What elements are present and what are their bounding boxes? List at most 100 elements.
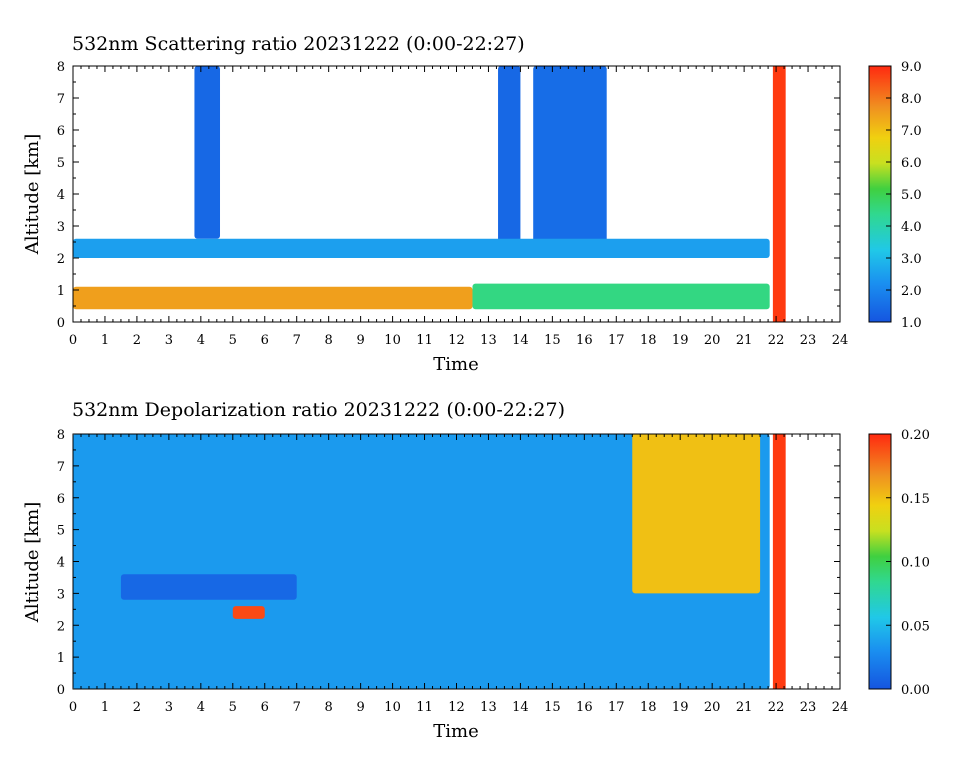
- y-tick-label: 8: [57, 60, 65, 75]
- x-tick-label: 1: [101, 333, 109, 348]
- colorbar-tick-label: 5.0: [901, 188, 922, 203]
- axes: 0 1 2 3 4 5 6 7 8 9 10 11 12 13 14 15 16 17 18 19 20 21 22 23 24…: [57, 60, 849, 348]
- y-tick-label: 5: [57, 524, 65, 539]
- colorbar-tick-label: 0.20: [901, 428, 930, 443]
- axes: 0 1 2 3 4 5 6 7 8 9 10 11 12 13 14 15 16 17 18 19 20 21 22 23 24…: [57, 428, 849, 715]
- y-tick-label: 7: [57, 92, 65, 107]
- y-tick-label: 2: [57, 619, 65, 634]
- data-region: [232, 606, 265, 619]
- x-tick-label: 16: [576, 700, 593, 715]
- colorbar-tick-label: 7.0: [901, 124, 922, 139]
- chart-title: 532nm Depolarization ratio 20231222 (0:0…: [72, 399, 565, 421]
- y-tick-label: 0: [57, 683, 65, 698]
- x-tick-label: 6: [261, 700, 269, 715]
- colorbar-tick-label: 0.15: [901, 492, 930, 507]
- data-region: [73, 434, 770, 689]
- x-tick-label: 0: [69, 700, 77, 715]
- x-tick-label: 15: [544, 700, 561, 715]
- colorbar: 1.0 2.0 3.0 4.0 5.0 6.0 7.0 8.0 9.0: [868, 60, 922, 331]
- x-tick-label: 14: [512, 333, 529, 348]
- x-tick-label: 23: [800, 700, 817, 715]
- x-tick-label: 10: [384, 700, 401, 715]
- y-tick-label: 7: [57, 460, 65, 475]
- plot-area: [73, 66, 786, 322]
- x-tick-label: 10: [384, 333, 401, 348]
- x-tick-label: 18: [640, 333, 657, 348]
- x-tick-label: 9: [356, 333, 364, 348]
- y-tick-label: 4: [57, 188, 65, 203]
- x-tick-label: 12: [448, 700, 465, 715]
- y-tick-label: 1: [57, 651, 65, 666]
- chart-title: 532nm Scattering ratio 20231222 (0:00-22…: [72, 33, 525, 55]
- x-tick-label: 11: [416, 700, 433, 715]
- x-tick-label: 13: [480, 700, 497, 715]
- x-tick-label: 5: [229, 333, 237, 348]
- x-tick-label: 6: [261, 333, 269, 348]
- x-tick-label: 20: [704, 700, 721, 715]
- colorbar-tick-label: 9.0: [901, 60, 922, 75]
- plot-area: [73, 434, 786, 689]
- x-tick-label: 14: [512, 700, 529, 715]
- x-tick-label: 3: [165, 333, 173, 348]
- y-tick-label: 3: [57, 587, 65, 602]
- x-tick-label: 18: [640, 700, 657, 715]
- x-tick-label: 2: [133, 700, 141, 715]
- y-axis-label: Altitude [km]: [22, 134, 43, 256]
- data-region: [120, 574, 297, 600]
- y-tick-label: 0: [57, 316, 65, 331]
- data-region: [632, 434, 761, 594]
- x-tick-label: 13: [480, 333, 497, 348]
- x-tick-label: 4: [197, 333, 205, 348]
- y-tick-label: 1: [57, 284, 65, 299]
- y-tick-label: 8: [57, 428, 65, 443]
- x-tick-label: 21: [736, 700, 753, 715]
- depolarization-ratio-panel: 532nm Depolarization ratio 20231222 (0:0…: [22, 399, 930, 742]
- data-region: [194, 66, 221, 239]
- x-tick-label: 22: [768, 333, 785, 348]
- colorbar-tick-label: 4.0: [901, 220, 922, 235]
- data-region: [472, 283, 770, 310]
- data-region: [73, 286, 473, 310]
- colorbar-tick-label: 1.0: [901, 316, 922, 331]
- colorbar: 0.00 0.05 0.10 0.15 0.20: [868, 428, 930, 698]
- y-tick-label: 3: [57, 220, 65, 235]
- colorbar-tick-label: 3.0: [901, 252, 922, 267]
- x-tick-label: 8: [325, 700, 333, 715]
- scattering-ratio-panel: 532nm Scattering ratio 20231222 (0:00-22…: [22, 33, 922, 375]
- x-tick-label: 21: [736, 333, 753, 348]
- x-tick-label: 0: [69, 333, 77, 348]
- x-tick-label: 19: [672, 700, 689, 715]
- x-tick-label: 3: [165, 700, 173, 715]
- y-tick-label: 6: [57, 492, 65, 507]
- y-axis-label: Altitude [km]: [22, 502, 43, 624]
- y-tick-label: 5: [57, 156, 65, 171]
- colorbar-tick-label: 0.00: [901, 683, 930, 698]
- x-tick-label: 15: [544, 333, 561, 348]
- no-data-bar: [772, 66, 786, 322]
- no-data-bar: [772, 434, 786, 689]
- x-tick-label: 24: [832, 333, 849, 348]
- x-tick-label: 4: [197, 700, 205, 715]
- x-axis-label: Time: [433, 354, 478, 375]
- x-tick-label: 22: [768, 700, 785, 715]
- x-tick-label: 19: [672, 333, 689, 348]
- colorbar-tick-label: 0.10: [901, 556, 930, 571]
- colorbar-tick-label: 0.05: [901, 619, 930, 634]
- colorbar-tick-label: 8.0: [901, 92, 922, 107]
- x-tick-label: 12: [448, 333, 465, 348]
- x-tick-label: 8: [325, 333, 333, 348]
- data-region: [498, 66, 521, 258]
- x-axis-label: Time: [433, 721, 478, 742]
- y-tick-label: 4: [57, 556, 65, 571]
- x-tick-label: 11: [416, 333, 433, 348]
- x-tick-label: 17: [608, 333, 625, 348]
- colorbar-tick-label: 2.0: [901, 284, 922, 299]
- x-tick-label: 16: [576, 333, 593, 348]
- y-tick-label: 6: [57, 124, 65, 139]
- x-tick-label: 2: [133, 333, 141, 348]
- data-region: [73, 238, 770, 258]
- x-tick-label: 5: [229, 700, 237, 715]
- x-tick-label: 23: [800, 333, 817, 348]
- x-tick-label: 24: [832, 700, 849, 715]
